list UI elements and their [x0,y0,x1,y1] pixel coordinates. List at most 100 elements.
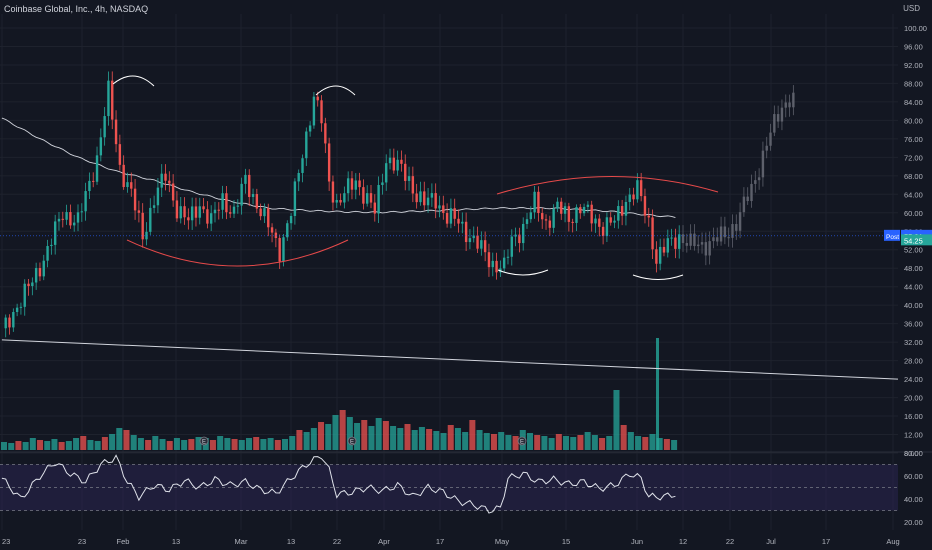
volume-bar [426,429,433,450]
price-tick-label: 24.00 [904,375,923,384]
trendline [1,339,899,380]
volume-bar [476,430,483,450]
volume-bar [58,442,65,450]
time-tick-label: Mar [235,537,248,546]
volume-bar [274,440,281,450]
volume-bar [390,426,397,450]
pattern-cup-arc-2 [496,176,719,195]
candle-body [457,218,460,224]
candle-body [754,180,757,184]
price-tick-label: 48.00 [904,264,923,273]
pattern-bottom-arc-2 [632,274,684,280]
volume-bar [15,441,22,450]
candle-body [708,241,711,256]
candle-body [286,223,289,238]
candle-body [34,268,38,283]
candle-body [362,187,365,204]
volume-bar [354,423,361,450]
volume-bar [159,439,166,450]
price-tick-label: 80.00 [904,116,923,125]
candle-body [221,193,224,210]
volume-bar [368,426,375,450]
candle-body [168,180,171,184]
candle-body [415,193,418,203]
candle-body [171,183,175,201]
candle-body [700,242,704,245]
candle-body [491,260,494,268]
candle-body [582,206,586,214]
candle-body [590,204,593,224]
candle-body [666,238,669,253]
price-tick-label: 8.00 [904,449,919,458]
price-tick-label: 60.00 [904,209,923,218]
candle-body [392,157,396,171]
candle-body [468,238,472,243]
candle-body [103,116,106,138]
candle-body [69,212,72,226]
volume-bar [563,436,570,450]
volume-bar [512,436,519,450]
volume-bar [505,435,512,450]
volume-bar [109,434,116,450]
price-tick-label: 100.00 [904,24,927,33]
candle-body [209,213,213,224]
candle-body [674,237,677,249]
volume-bar [440,433,447,450]
volume-bar [80,436,87,450]
candle-body [255,194,259,209]
volume-bar [303,432,310,450]
candle-body [107,80,110,117]
candle-body [388,157,392,164]
volume-bar [260,439,267,450]
time-tick-label: Apr [378,537,390,546]
candle-body [548,220,552,228]
candle-body [502,257,506,269]
time-tick-label: 22 [726,537,734,546]
candle-body [525,219,529,224]
candle-body [175,200,179,219]
candle-body [137,210,141,213]
volume-bar [245,438,252,450]
candle-body [628,194,631,203]
candle-body [704,242,708,256]
candle-body [776,114,780,122]
candle-body [586,204,590,207]
earnings-marker [199,436,209,446]
earnings-marker-label: E [350,440,354,446]
earnings-marker [517,436,527,446]
candle-body [187,217,190,221]
candle-body [289,215,293,224]
candle-body [270,227,274,233]
volume-bar [310,428,317,450]
price-tick-label: 16.00 [904,412,923,421]
rsi-band [0,464,898,511]
candle-body [643,196,647,216]
pattern-top-arc-2 [315,85,356,96]
price-tick-label: 68.00 [904,172,923,181]
candle-body [327,143,331,182]
candle-body [483,240,487,253]
volume-bar [130,435,137,450]
candle-body [750,183,753,202]
volume-bar [382,421,389,450]
candle-body [731,224,734,238]
volume-bar [65,441,72,450]
candle-body [278,238,281,262]
candle-body [712,237,715,242]
candle-body [23,283,26,307]
candle-body [354,180,357,190]
volume-bar [188,439,195,450]
candle-body [145,231,148,240]
candle-body [689,233,692,246]
candle-body [670,237,673,239]
candle-body [293,181,297,216]
candle-body [301,158,304,173]
candle-body [57,218,61,222]
volume-bar [447,425,454,450]
candle-body [126,182,129,188]
candle-body [521,223,525,244]
candle-body [461,221,464,224]
price-tick-label: 36.00 [904,320,923,329]
volume-bar [404,424,411,450]
